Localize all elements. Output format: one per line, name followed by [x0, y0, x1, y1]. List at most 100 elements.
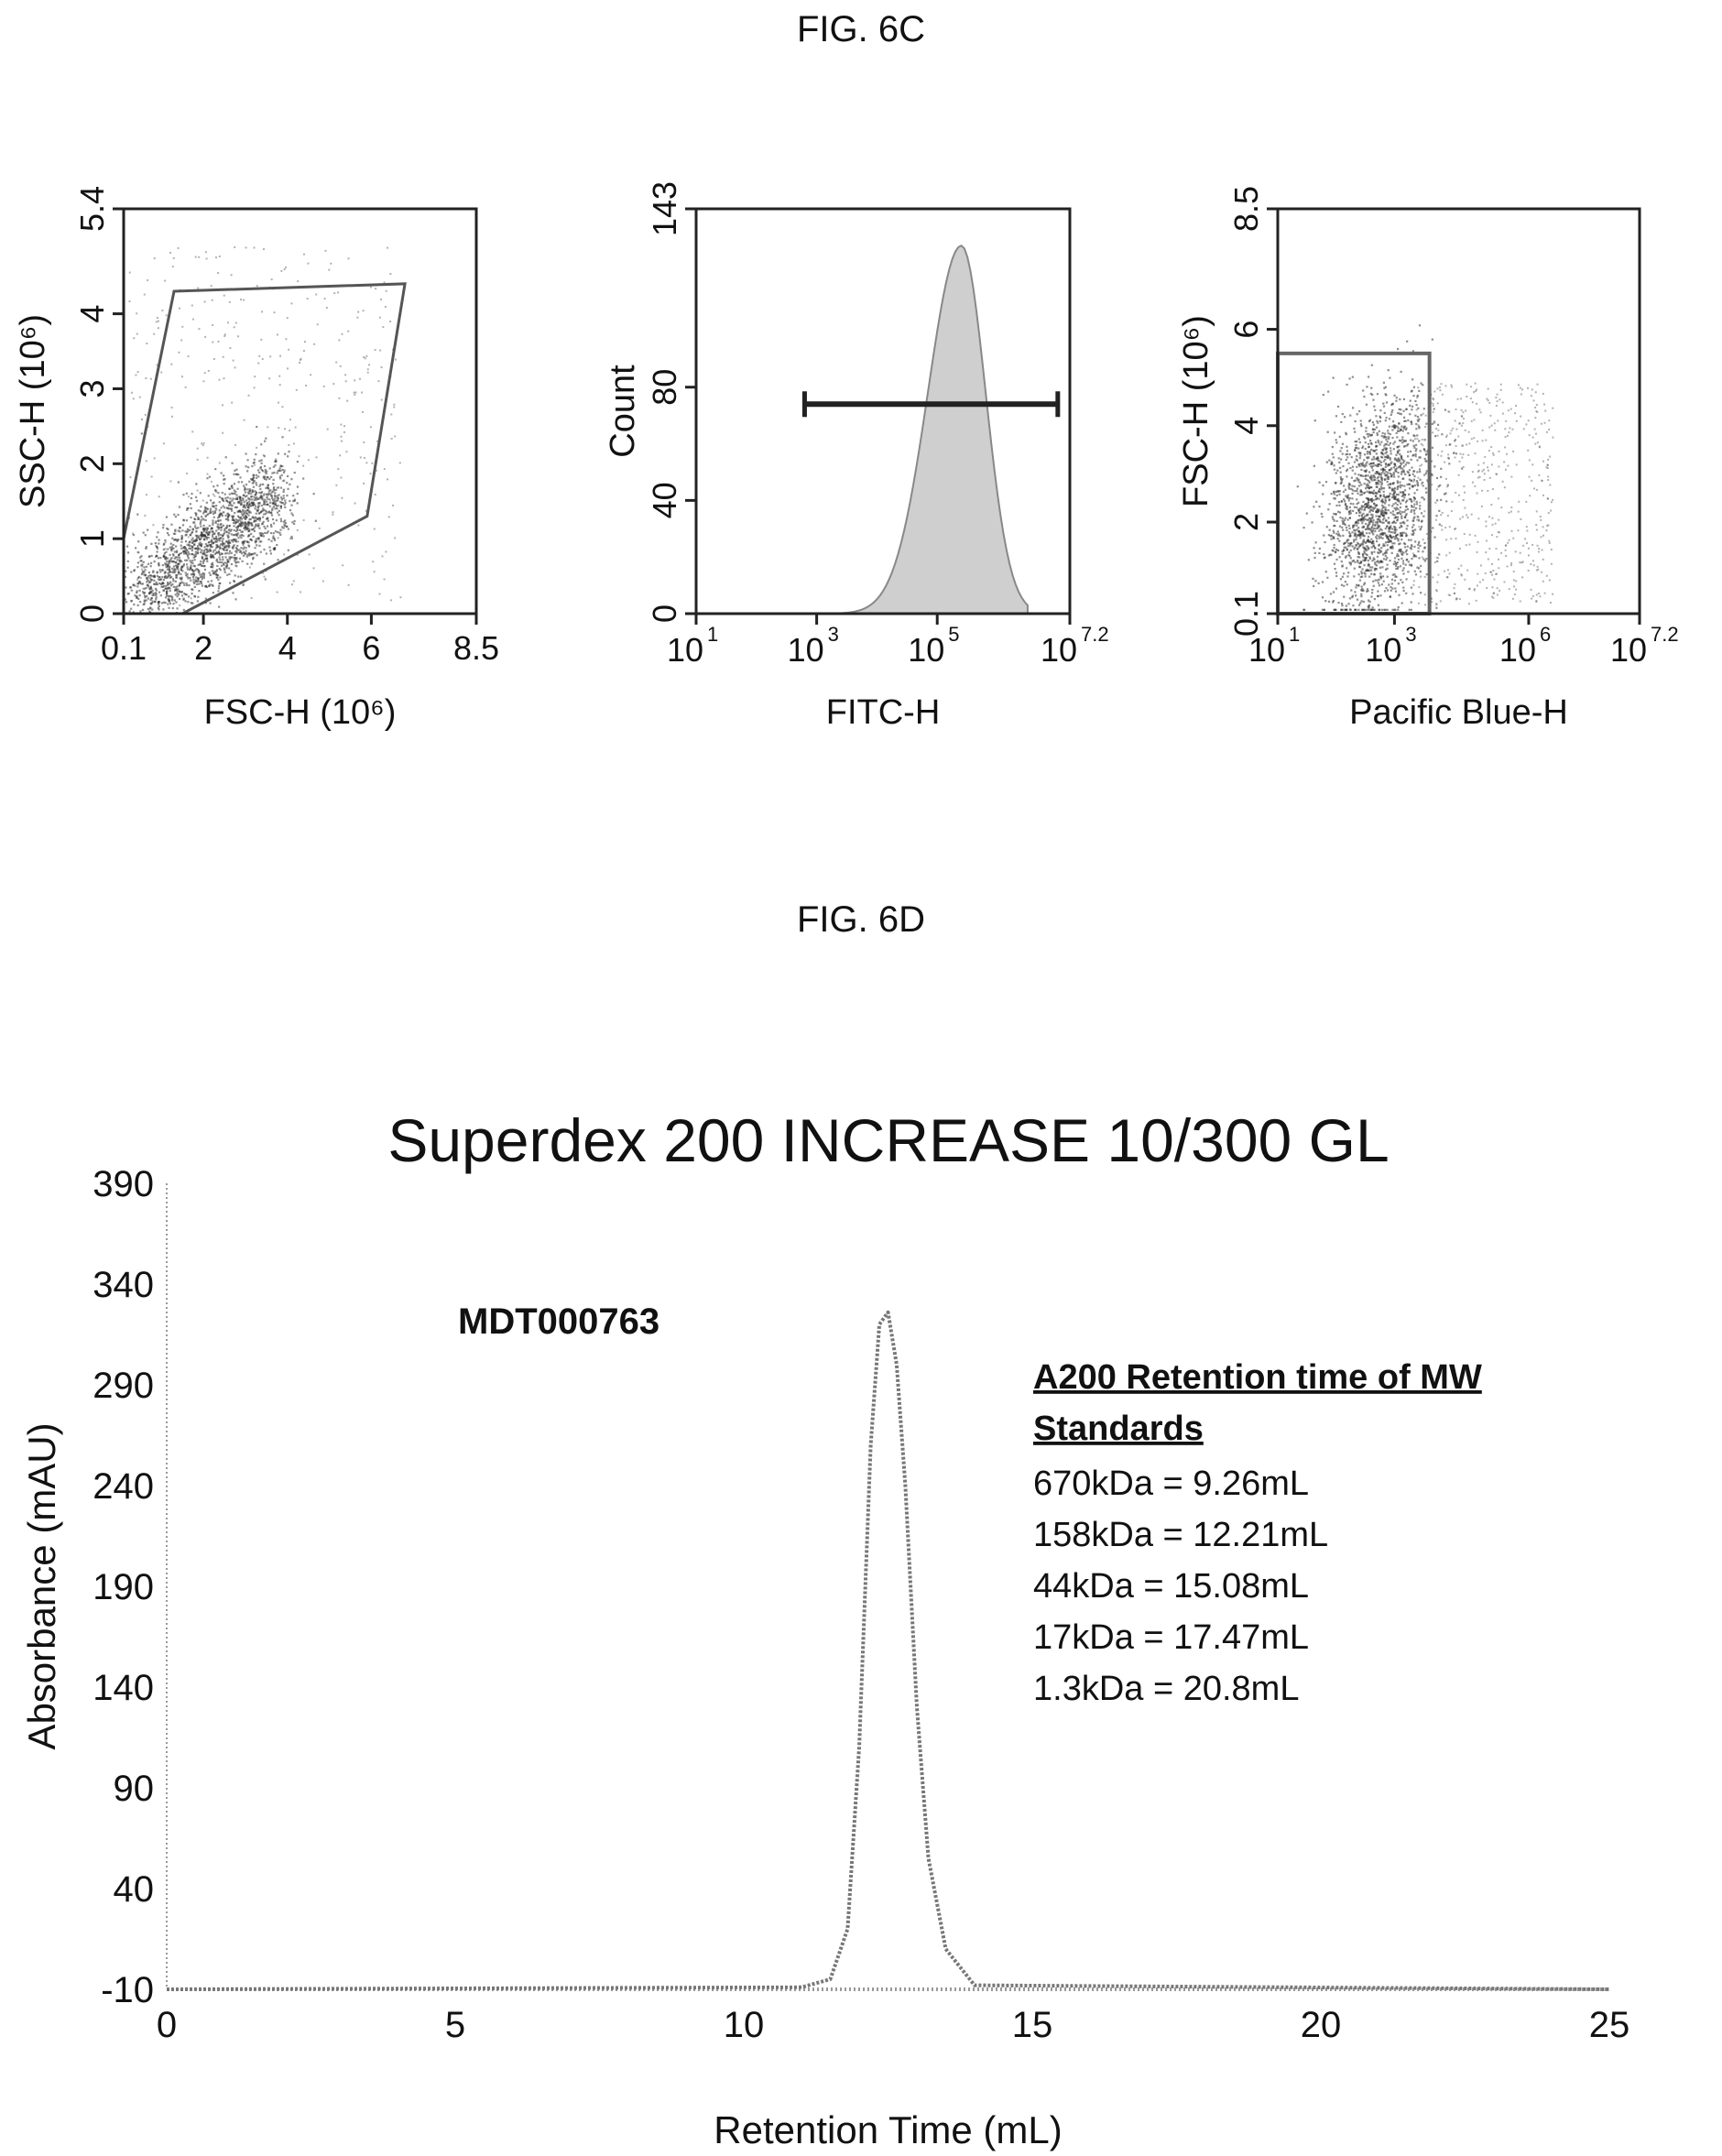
event-point — [1548, 539, 1551, 542]
event-point — [190, 506, 192, 510]
event-point — [1363, 507, 1366, 510]
event-point — [1386, 537, 1389, 539]
event-point — [155, 581, 158, 584]
event-point — [180, 569, 183, 572]
event-point — [1345, 433, 1347, 436]
event-point — [1384, 568, 1388, 571]
event-point — [1331, 516, 1334, 518]
event-point — [1385, 558, 1388, 561]
event-point — [1402, 465, 1406, 468]
event-point — [1399, 397, 1401, 401]
event-point — [385, 306, 387, 309]
event-point — [1412, 531, 1415, 535]
event-point — [1445, 436, 1448, 439]
event-point — [140, 572, 144, 576]
event-point — [223, 493, 226, 495]
event-point — [1406, 553, 1409, 556]
event-point — [180, 540, 183, 543]
event-point — [235, 540, 238, 543]
event-point — [1385, 463, 1388, 466]
event-point — [164, 571, 167, 574]
event-point — [145, 546, 147, 549]
event-point — [1449, 593, 1452, 596]
event-point — [1361, 517, 1364, 519]
event-point — [1381, 506, 1384, 509]
event-point — [1525, 423, 1528, 426]
event-point — [234, 550, 237, 552]
event-point — [1351, 465, 1355, 468]
event-point — [354, 391, 357, 394]
standards-heading: A200 Retention time of MW — [1033, 1358, 1482, 1397]
event-point — [1350, 476, 1354, 479]
event-point — [1397, 605, 1400, 609]
event-point — [1357, 492, 1359, 495]
event-point — [137, 540, 140, 543]
event-point — [169, 602, 172, 605]
y-tick-label: 5.4 — [73, 186, 111, 232]
event-point — [214, 535, 218, 539]
event-point — [273, 497, 276, 500]
event-point — [1495, 473, 1498, 475]
event-point — [281, 502, 284, 505]
event-point — [1378, 487, 1381, 491]
event-point — [1492, 452, 1495, 454]
event-point — [1380, 434, 1383, 438]
event-point — [208, 572, 211, 574]
event-point — [1340, 477, 1343, 481]
event-point — [281, 468, 284, 472]
event-point — [202, 559, 205, 561]
event-point — [153, 579, 156, 582]
event-point — [175, 588, 178, 591]
event-point — [302, 477, 305, 480]
event-point — [356, 316, 359, 319]
event-point — [1348, 377, 1351, 380]
event-point — [1466, 517, 1469, 519]
event-point — [282, 479, 286, 482]
event-point — [1414, 443, 1418, 447]
event-point — [243, 510, 245, 513]
event-point — [1402, 445, 1405, 448]
event-point — [1538, 550, 1541, 553]
event-point — [192, 572, 196, 575]
event-point — [184, 547, 187, 550]
event-point — [1396, 512, 1399, 515]
event-point — [303, 341, 306, 343]
event-point — [1391, 547, 1394, 550]
event-point — [1436, 581, 1439, 583]
event-point — [1498, 558, 1500, 561]
event-point — [261, 516, 265, 518]
event-point — [1388, 486, 1391, 489]
event-point — [1391, 408, 1394, 412]
x-tick-label: 10 — [1499, 631, 1536, 669]
plot-frame — [1276, 207, 1641, 615]
event-point — [1454, 583, 1456, 585]
event-point — [1400, 531, 1404, 534]
event-point — [201, 564, 203, 567]
event-point — [1340, 583, 1344, 586]
event-point — [1498, 518, 1500, 521]
event-point — [1354, 594, 1357, 597]
event-point — [363, 441, 365, 443]
event-point — [146, 594, 148, 598]
event-point — [1392, 442, 1395, 445]
event-point — [190, 597, 192, 600]
event-point — [1424, 450, 1427, 452]
event-point — [218, 605, 221, 608]
event-point — [1418, 586, 1421, 589]
event-point — [1346, 583, 1348, 586]
event-point — [1479, 564, 1482, 567]
event-point — [202, 576, 205, 579]
event-point — [1392, 562, 1395, 566]
event-point — [1379, 550, 1382, 554]
event-point — [1365, 427, 1368, 430]
event-point — [1332, 376, 1335, 379]
event-point — [246, 502, 249, 505]
event-point — [176, 539, 179, 542]
event-point — [340, 435, 343, 438]
event-point — [1470, 419, 1473, 422]
event-point — [1369, 518, 1372, 521]
event-point — [1508, 431, 1510, 434]
event-point — [138, 589, 141, 592]
event-point — [249, 498, 252, 501]
event-point — [1547, 478, 1550, 481]
